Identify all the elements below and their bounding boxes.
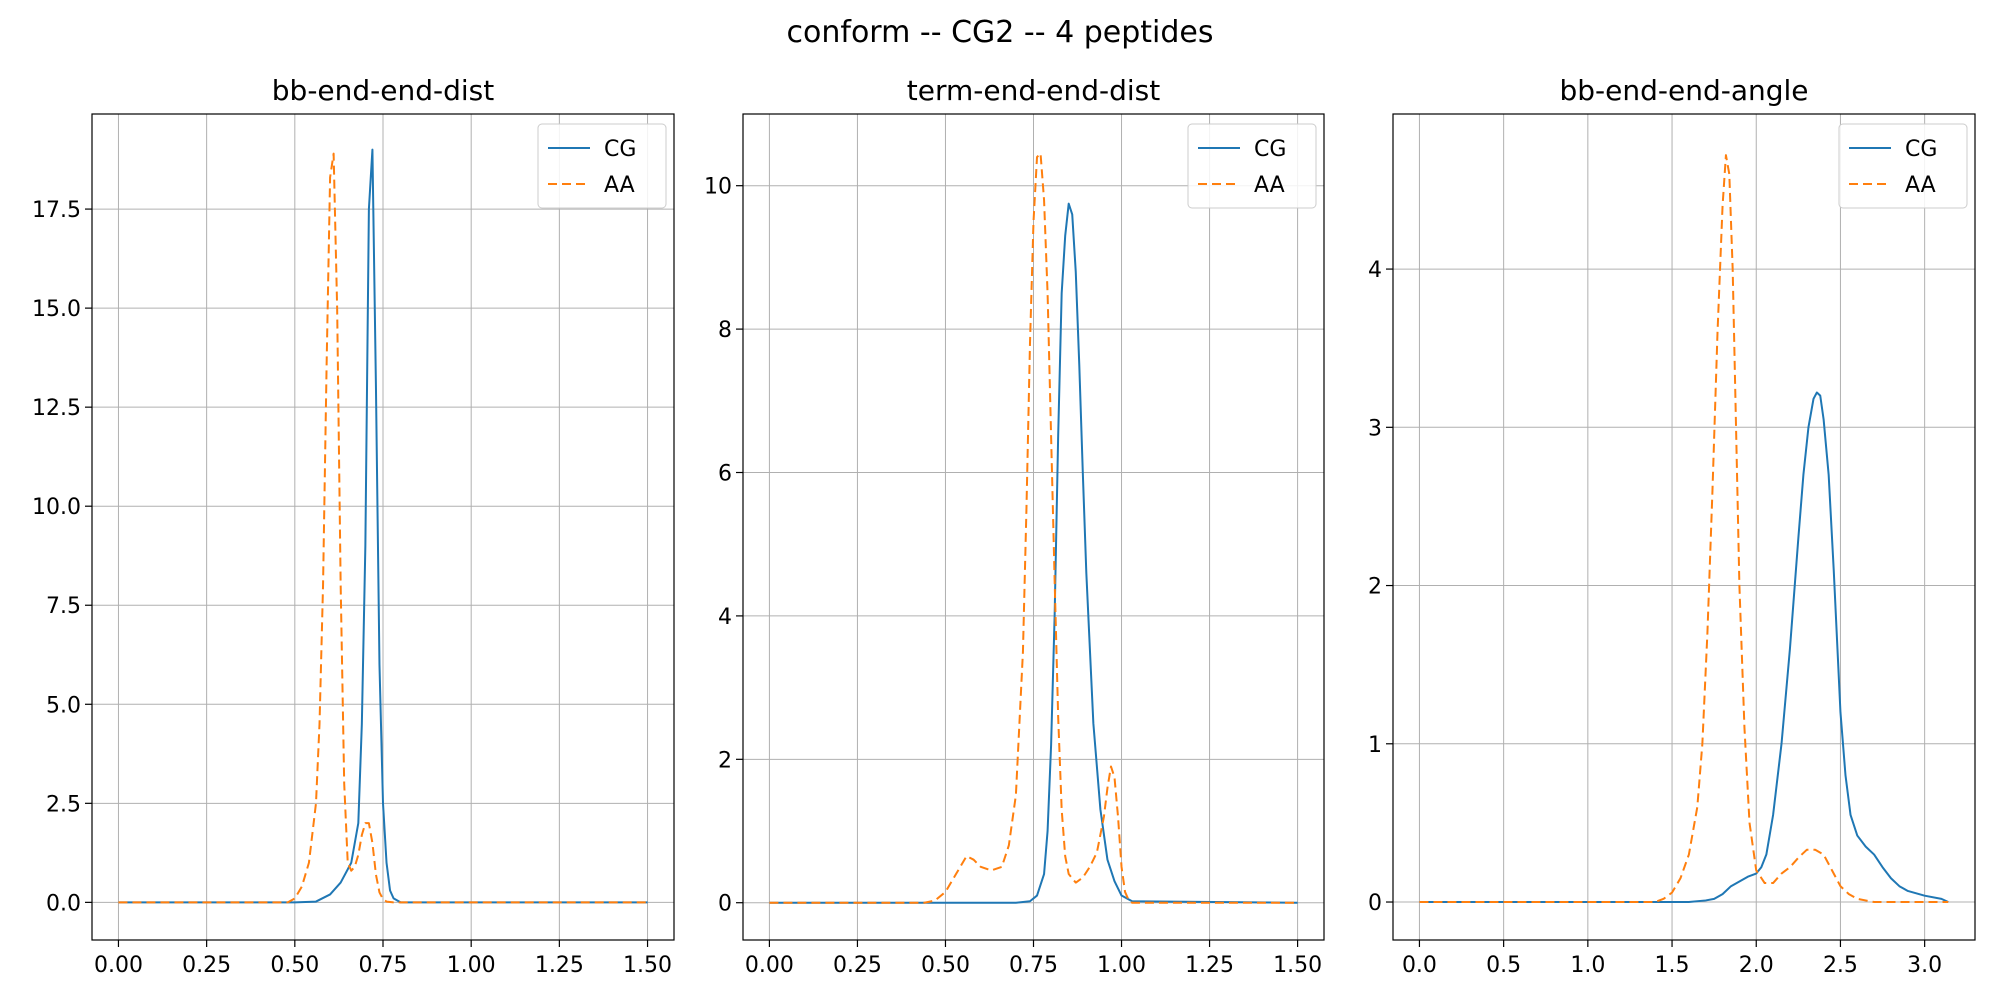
- figure-title: conform -- CG2 -- 4 peptides: [787, 15, 1214, 50]
- y-tick-label: 3: [1368, 416, 1382, 441]
- legend-box: [1838, 123, 1968, 209]
- x-tick-label: 0.75: [359, 953, 408, 978]
- x-tick-label: 1.50: [1273, 953, 1322, 978]
- x-tick-label: 2.5: [1823, 953, 1858, 978]
- y-tick-label: 10.0: [32, 495, 81, 520]
- x-tick-label: 0.00: [94, 953, 143, 978]
- series-line-cg: [769, 202, 1298, 904]
- x-tick-label: 0.25: [833, 953, 882, 978]
- x-tick-label: 1.0: [1570, 953, 1605, 978]
- y-tick-label: 15.0: [32, 297, 81, 322]
- x-tick-label: 0.5: [1486, 953, 1521, 978]
- y-tick-label: 2: [718, 748, 732, 773]
- x-tick-label: 0.25: [182, 953, 231, 978]
- series-line-cg: [118, 148, 648, 904]
- y-tick-label: 0: [718, 892, 732, 917]
- x-tick-label: 0.50: [270, 953, 319, 978]
- legend: CG AA: [1838, 123, 1968, 209]
- legend-label: CG: [604, 137, 636, 162]
- subplot-title: bb-end-end-angle: [1559, 74, 1808, 107]
- x-tick-label: 0.0: [1402, 953, 1437, 978]
- y-tick-label: 5.0: [46, 693, 81, 718]
- x-tick-label: 1.5: [1655, 953, 1690, 978]
- legend-label: CG: [1905, 137, 1937, 162]
- y-tick-label: 1: [1368, 733, 1382, 758]
- y-tick-label: 17.5: [32, 198, 81, 223]
- x-tick-label: 0.50: [921, 953, 970, 978]
- x-tick-label: 1.00: [447, 953, 496, 978]
- y-tick-label: 12.5: [32, 396, 81, 421]
- legend-label: AA: [1254, 173, 1285, 198]
- legend-label: CG: [1254, 137, 1286, 162]
- legend-box: [1187, 123, 1317, 209]
- y-tick-label: 2: [1368, 575, 1382, 600]
- series-line-aa: [1419, 154, 1949, 904]
- axes-frame: [1392, 113, 1976, 941]
- subplot-title: bb-end-end-dist: [272, 74, 494, 107]
- legend-label: AA: [1905, 173, 1936, 198]
- y-tick-label: 7.5: [46, 594, 81, 619]
- legend-label: AA: [604, 173, 635, 198]
- y-tick-label: 4: [1368, 258, 1382, 283]
- y-tick-label: 0: [1368, 891, 1382, 916]
- subplot-2: term-end-end-dist 0.00 0.25 0.50 0.75 1.00 1.2…: [704, 74, 1325, 978]
- legend-box: [537, 123, 667, 209]
- y-tick-label: 2.5: [46, 792, 81, 817]
- subplot-title: term-end-end-dist: [907, 74, 1160, 107]
- subplot-3: bb-end-end-angle 0.0 0.5 1.0 1.5 2.0 2.5 3.0 0 1 2…: [1368, 74, 1976, 978]
- y-tick-label: 6: [718, 462, 732, 487]
- x-tick-label: 1.25: [1185, 953, 1234, 978]
- y-tick-label: 10: [704, 175, 732, 200]
- series-line-cg: [1419, 391, 1949, 904]
- x-tick-label: 1.00: [1097, 953, 1146, 978]
- legend: CG AA: [537, 123, 667, 209]
- x-tick-label: 3.0: [1907, 953, 1942, 978]
- x-tick-label: 0.00: [745, 953, 794, 978]
- x-tick-label: 1.50: [623, 953, 672, 978]
- subplot-1: bb-end-end-dist 0.00 0.25 0.50 0.75 1.00 1.25 1…: [32, 74, 675, 978]
- x-tick-label: 1.25: [535, 953, 584, 978]
- y-tick-label: 8: [718, 318, 732, 343]
- y-tick-label: 4: [718, 605, 732, 630]
- x-tick-label: 2.0: [1739, 953, 1774, 978]
- series-line-aa: [118, 152, 648, 904]
- y-tick-label: 0.0: [46, 891, 81, 916]
- x-tick-label: 0.75: [1009, 953, 1058, 978]
- series-line-aa: [769, 152, 1298, 904]
- legend: CG AA: [1187, 123, 1317, 209]
